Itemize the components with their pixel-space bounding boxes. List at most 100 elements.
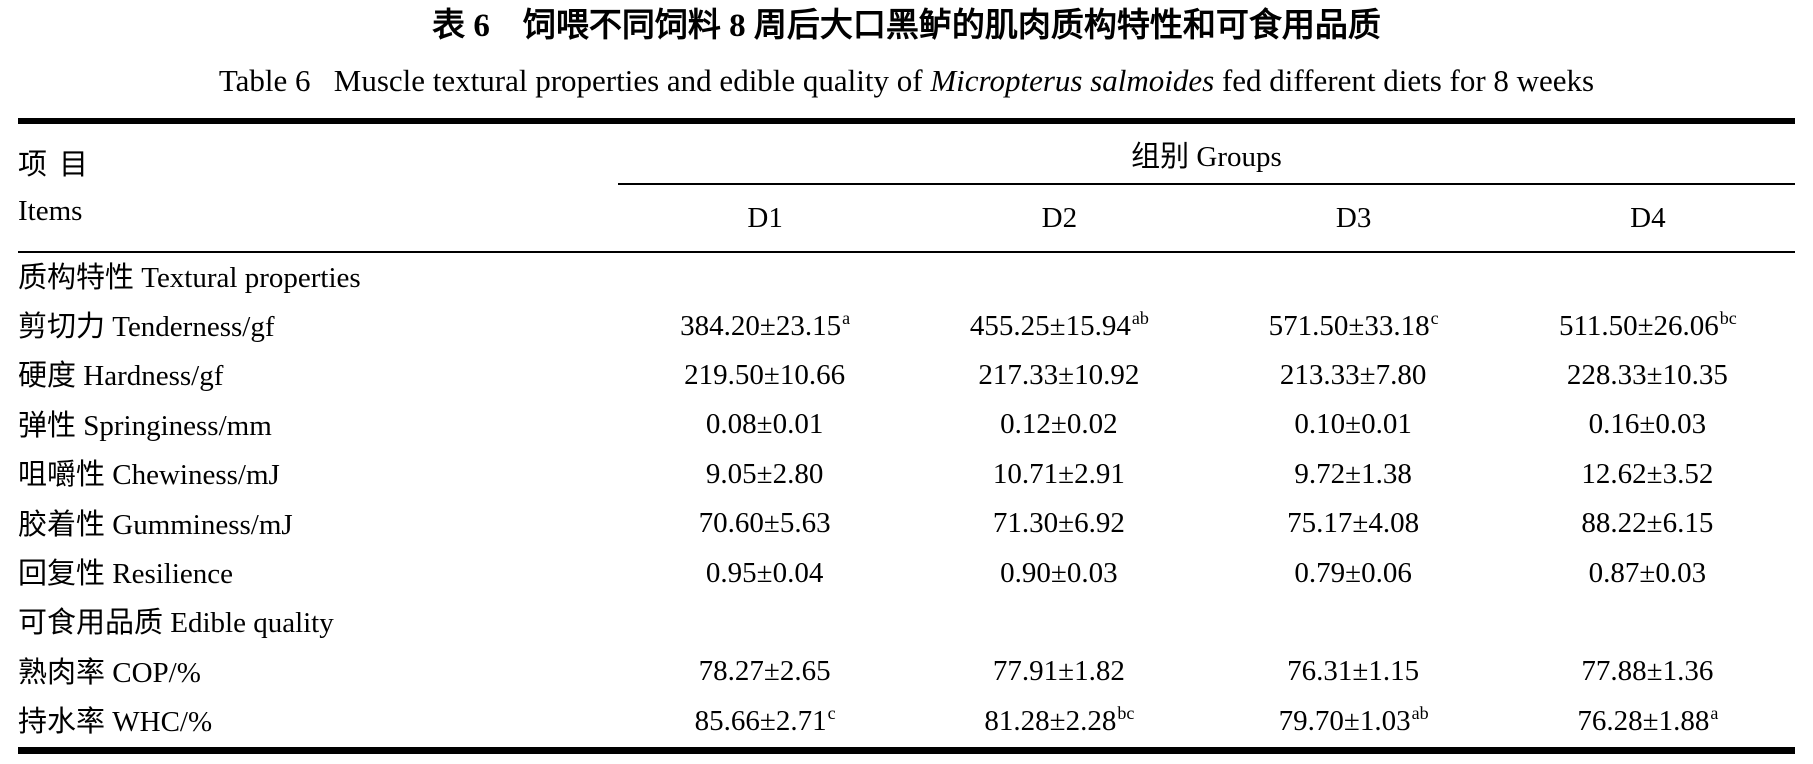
cell-value: 384.20±23.15 [680, 309, 842, 342]
column-header-d3: D3 [1335, 201, 1372, 234]
section-row-edible-quality: 可食用品质 Edible quality [18, 599, 1795, 648]
column-header-d1: D1 [747, 201, 783, 234]
groups-header-cell: 组别 Groups D1 D2 D3 D4 [618, 124, 1795, 251]
title-english-suffix: fed different diets for 8 weeks [1214, 63, 1595, 98]
table-cell: 79.70±1.03ab [1207, 702, 1501, 740]
table-cell: 85.66±2.71c [618, 702, 912, 740]
cell-value: 0.16±0.03 [1588, 408, 1707, 441]
table-title-chinese: 表 6 饲喂不同饲料 8 周后大口黑鲈的肌肉质构特性和可食用品质 [432, 8, 1381, 44]
table-cell: 10.71±2.91 [912, 458, 1206, 493]
table-cell: 0.12±0.02 [912, 408, 1206, 443]
cell-value: 88.22±6.15 [1581, 507, 1714, 540]
table-cell: 0.90±0.03 [912, 557, 1206, 592]
table-cell: 217.33±10.92 [912, 359, 1206, 394]
table-row-resilience: 回复性 Resilience 0.95±0.04 0.90±0.03 0.79±… [18, 549, 1795, 598]
table-cell: 9.05±2.80 [618, 458, 912, 493]
table-cell: 75.17±4.08 [1207, 507, 1501, 542]
cell-value: 0.08±0.01 [705, 408, 824, 441]
row-label: 硬度 Hardness/gf [18, 360, 224, 393]
table-cell: 0.08±0.01 [618, 408, 912, 443]
cell-superscript: c [827, 702, 836, 723]
column-header-d4: D4 [1630, 201, 1666, 234]
table-cell: 0.10±0.01 [1207, 408, 1501, 443]
table-cell: 571.50±33.18c [1207, 307, 1501, 345]
table-row-springiness: 弹性 Springiness/mm 0.08±0.01 0.12±0.02 0.… [18, 401, 1795, 450]
title-english-prefix: Table 6 Muscle textural properties and e… [218, 63, 931, 98]
data-table: 项目 Items 组别 Groups D1 D2 D3 D4 质构特性 Text… [18, 118, 1795, 754]
table-cell: 219.50±10.66 [618, 359, 912, 394]
table-cell: 0.79±0.06 [1207, 557, 1501, 592]
cell-value: 70.60±5.63 [698, 507, 831, 540]
cell-superscript: a [842, 307, 851, 328]
row-label: 胶着性 Gumminess/mJ [18, 508, 293, 541]
row-label: 可食用品质 Edible quality [18, 607, 334, 640]
table-cell: 12.62±3.52 [1501, 458, 1795, 493]
cell-value: 228.33±10.35 [1566, 358, 1728, 391]
table-body: 质构特性 Textural properties 剪切力 Tenderness/… [18, 253, 1795, 747]
table-row-cop: 熟肉率 COP/% 78.27±2.65 77.91±1.82 76.31±1.… [18, 648, 1795, 697]
cell-value: 9.72±1.38 [1294, 457, 1412, 490]
table-cell: 0.16±0.03 [1501, 408, 1795, 443]
table-cell: 76.28±1.88a [1501, 702, 1795, 740]
cell-value: 76.28±1.88 [1577, 704, 1710, 737]
table-cell: 0.95±0.04 [618, 557, 912, 592]
table-cell: 71.30±6.92 [912, 507, 1206, 542]
cell-value: 0.90±0.03 [1000, 556, 1118, 589]
table-cell: 455.25±15.94ab [912, 308, 1206, 345]
cell-superscript: bc [1117, 702, 1135, 723]
table-cell: 228.33±10.35 [1501, 359, 1795, 394]
cell-value: 217.33±10.92 [978, 358, 1140, 391]
table-cell: 9.72±1.38 [1207, 458, 1501, 493]
table-cell: 77.88±1.36 [1501, 655, 1795, 690]
table-cell: 70.60±5.63 [618, 507, 912, 542]
cell-value: 0.87±0.03 [1588, 556, 1707, 589]
cell-value: 79.70±1.03 [1278, 704, 1411, 737]
cell-value: 0.79±0.06 [1294, 556, 1412, 589]
table-header: 项目 Items 组别 Groups D1 D2 D3 D4 [18, 124, 1795, 253]
cell-value: 219.50±10.66 [684, 358, 846, 391]
row-label: 持水率 WHC/% [18, 706, 213, 739]
column-header-d2: D2 [1041, 201, 1078, 234]
cell-value: 0.95±0.04 [705, 556, 824, 589]
table-row-tenderness: 剪切力 Tenderness/gf 384.20±23.15a 455.25±1… [18, 302, 1795, 351]
cell-superscript: a [1710, 702, 1719, 723]
items-header-cell: 项目 Items [18, 124, 618, 251]
cell-value: 0.12±0.02 [1000, 408, 1118, 441]
row-label: 熟肉率 COP/% [18, 656, 201, 689]
cell-value: 75.17±4.08 [1287, 507, 1420, 540]
cell-value: 511.50±26.06 [1558, 309, 1719, 342]
cell-value: 77.91±1.82 [992, 655, 1125, 688]
table-row-hardness: 硬度 Hardness/gf 219.50±10.66 217.33±10.92… [18, 352, 1795, 401]
row-label: 剪切力 Tenderness/gf [18, 311, 275, 344]
cell-value: 77.88±1.36 [1581, 655, 1714, 688]
table-cell: 0.87±0.03 [1501, 557, 1795, 592]
cell-value: 71.30±6.92 [992, 507, 1125, 540]
table-cell: 78.27±2.65 [618, 655, 912, 690]
cell-value: 455.25±15.94 [969, 309, 1131, 342]
cell-value: 10.71±2.91 [992, 457, 1125, 490]
items-header-chinese: 项目 [18, 148, 101, 181]
row-label: 质构特性 Textural properties [18, 261, 361, 294]
groups-spanner-label: 组别 Groups [618, 124, 1795, 185]
table-cell: 384.20±23.15a [618, 307, 912, 345]
cell-value: 571.50±33.18 [1268, 309, 1430, 342]
cell-value: 9.05±2.80 [705, 457, 824, 490]
row-label: 回复性 Resilience [18, 558, 234, 591]
cell-value: 78.27±2.65 [698, 655, 831, 688]
section-row-textural-properties: 质构特性 Textural properties [18, 253, 1795, 302]
species-name-italic: Micropterus salmoides [930, 63, 1215, 98]
table-title-english: Table 6 Muscle textural properties and e… [0, 62, 1813, 100]
cell-value: 81.28±2.28 [984, 704, 1117, 737]
table-cell: 81.28±2.28bc [912, 702, 1206, 740]
table-row-gumminess: 胶着性 Gumminess/mJ 70.60±5.63 71.30±6.92 7… [18, 500, 1795, 549]
table-cell: 511.50±26.06bc [1501, 308, 1795, 345]
table-cell: 76.31±1.15 [1207, 655, 1501, 690]
cell-superscript: ab [1411, 702, 1429, 723]
table-row-whc: 持水率 WHC/% 85.66±2.71c 81.28±2.28bc 79.70… [18, 698, 1795, 747]
items-header-english: Items [18, 194, 83, 227]
cell-value: 12.62±3.52 [1581, 457, 1714, 490]
table-cell: 77.91±1.82 [912, 655, 1206, 690]
cell-value: 85.66±2.71 [694, 704, 827, 737]
cell-superscript: c [1430, 307, 1439, 328]
